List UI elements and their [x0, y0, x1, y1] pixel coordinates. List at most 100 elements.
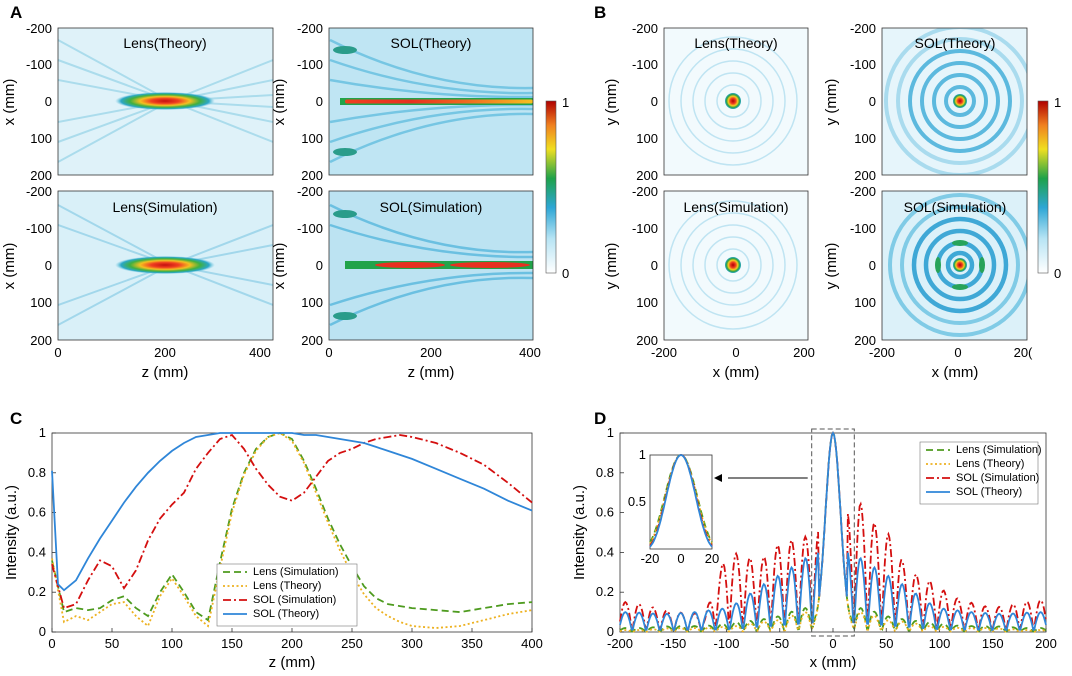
series-line-lens-theory- [51, 432, 533, 629]
inset-y-tick-label: 1 [639, 447, 646, 462]
y-tick-label: 0.2 [28, 584, 46, 599]
inset-y-tick-label: 0.5 [628, 494, 646, 509]
tick-label: -200 [850, 21, 876, 36]
panel-b-yticks: -200 -100 0 100 200 -200 -100 0 100 200 … [632, 21, 876, 348]
x-tick-label: 200 [1035, 636, 1057, 651]
a-ylabel-bottom-right: x (mm) [271, 243, 288, 290]
legend-c [216, 563, 358, 627]
heatmap-b-lens-sim [664, 191, 808, 340]
y-tick-label: 0.4 [28, 544, 46, 559]
y-tick-label: 0 [607, 624, 614, 639]
tick-label: 100 [30, 295, 52, 310]
heatmap-a-sol-sim [329, 191, 533, 340]
tick-label: -100 [297, 57, 323, 72]
colorbar-b [1037, 100, 1049, 274]
tick-label: 0 [954, 345, 961, 360]
axes-frame [328, 27, 534, 176]
panel-label-b: B [594, 3, 606, 22]
chart-c-ylabel: Intensity (a.u.) [3, 485, 20, 580]
tick-label: -200 [297, 184, 323, 199]
title-b-sol-sim: SOL(Simulation) [904, 199, 1007, 215]
x-tick-label: 200 [281, 636, 303, 651]
tick-label: 0 [316, 94, 323, 109]
tick-label: 100 [854, 131, 876, 146]
tick-label: -200 [869, 345, 895, 360]
inset-x-tick-label: 20 [705, 551, 719, 566]
x-tick-label: -100 [713, 636, 739, 651]
tick-label: 200 [854, 168, 876, 183]
title-b-lens-theory: Lens(Theory) [694, 35, 777, 51]
tick-label: 0 [869, 258, 876, 273]
tick-label: -100 [632, 221, 658, 236]
a-ylabel-bottom: x (mm) [1, 243, 18, 290]
inset-plot-area [649, 454, 713, 550]
tick-label: 200 [636, 333, 658, 348]
inset-line-sol-theory- [649, 454, 713, 548]
panel-a-xticks: 0 200 400 0 200 400 [54, 345, 540, 360]
tick-label: 200 [30, 333, 52, 348]
x-tick-label: -150 [660, 636, 686, 651]
x-tick-label: 100 [929, 636, 951, 651]
tick-label: 200 [301, 168, 323, 183]
tick-label: 0 [45, 94, 52, 109]
tick-label: -100 [26, 221, 52, 236]
tick-label: 100 [854, 295, 876, 310]
y-tick-label: 0.8 [596, 465, 614, 480]
colorbar-b-min: 0 [1054, 266, 1061, 281]
legend-label: Lens (Theory) [956, 458, 1024, 470]
zoom-arrow-head [714, 474, 722, 482]
x-tick-label: -200 [607, 636, 633, 651]
y-tick-label: 0.6 [28, 505, 46, 520]
axes-frame [881, 190, 1028, 341]
colorbar-a-max: 1 [562, 95, 569, 110]
axes-frame [57, 27, 274, 176]
tick-label: 0 [651, 94, 658, 109]
a-ylabel-top: x (mm) [1, 79, 18, 126]
legend-d [919, 441, 1039, 505]
tick-label: 0 [54, 345, 61, 360]
y-tick-label: 0 [39, 624, 46, 639]
x-tick-label: 300 [401, 636, 423, 651]
title-a-sol-sim: SOL(Simulation) [380, 199, 483, 215]
y-tick-label: 1 [39, 425, 46, 440]
tick-label: 100 [30, 131, 52, 146]
heatmap-b-sol-theory [882, 28, 1027, 175]
panel-a-yticks-bottom: -200 -100 0 100 200 -200 -100 0 100 200 [26, 184, 323, 348]
tick-label: 0 [732, 345, 739, 360]
tick-label: -100 [850, 57, 876, 72]
heatmap-a-sol-theory [329, 28, 533, 175]
legend-label: Lens (Theory) [253, 580, 321, 592]
tick-label: -200 [26, 184, 52, 199]
panel-label-a: A [10, 3, 22, 22]
heatmap-a-lens-sim [58, 191, 273, 340]
tick-label: 200 [854, 333, 876, 348]
series-line-lens-theory- [619, 431, 1047, 633]
panel-a-yticks-top: -200 -100 0 100 200 -200 -100 0 100 200 [26, 21, 323, 183]
x-tick-label: 50 [879, 636, 893, 651]
tick-label: -200 [632, 184, 658, 199]
b-xlabel-left: x (mm) [713, 364, 760, 381]
x-tick-label: 150 [982, 636, 1004, 651]
y-tick-label: 0.2 [596, 584, 614, 599]
y-tick-label: 0.8 [28, 465, 46, 480]
y-tick-label: 0.6 [596, 505, 614, 520]
tick-label: 0 [869, 94, 876, 109]
x-tick-label: 150 [221, 636, 243, 651]
panel-b-xticks: -200 0 200 -200 0 20( [651, 345, 1033, 360]
colorbar-b-max: 1 [1054, 95, 1061, 110]
heatmap-b-lens-theory [664, 28, 808, 175]
colorbar-a-min: 0 [562, 266, 569, 281]
tick-label: -100 [297, 221, 323, 236]
panel-label-c: C [10, 409, 22, 428]
tick-label: 100 [301, 295, 323, 310]
series-line-lens-simulation- [51, 432, 533, 622]
axes-frame [663, 27, 809, 176]
zoom-region-box [811, 428, 855, 637]
tick-label: -100 [632, 57, 658, 72]
tick-label: -200 [651, 345, 677, 360]
axes-frame [881, 27, 1028, 176]
x-tick-label: 250 [341, 636, 363, 651]
legend-label: Lens (Simulation) [253, 566, 339, 578]
tick-label: 20( [1014, 345, 1033, 360]
legend-label: SOL (Theory) [956, 486, 1022, 498]
